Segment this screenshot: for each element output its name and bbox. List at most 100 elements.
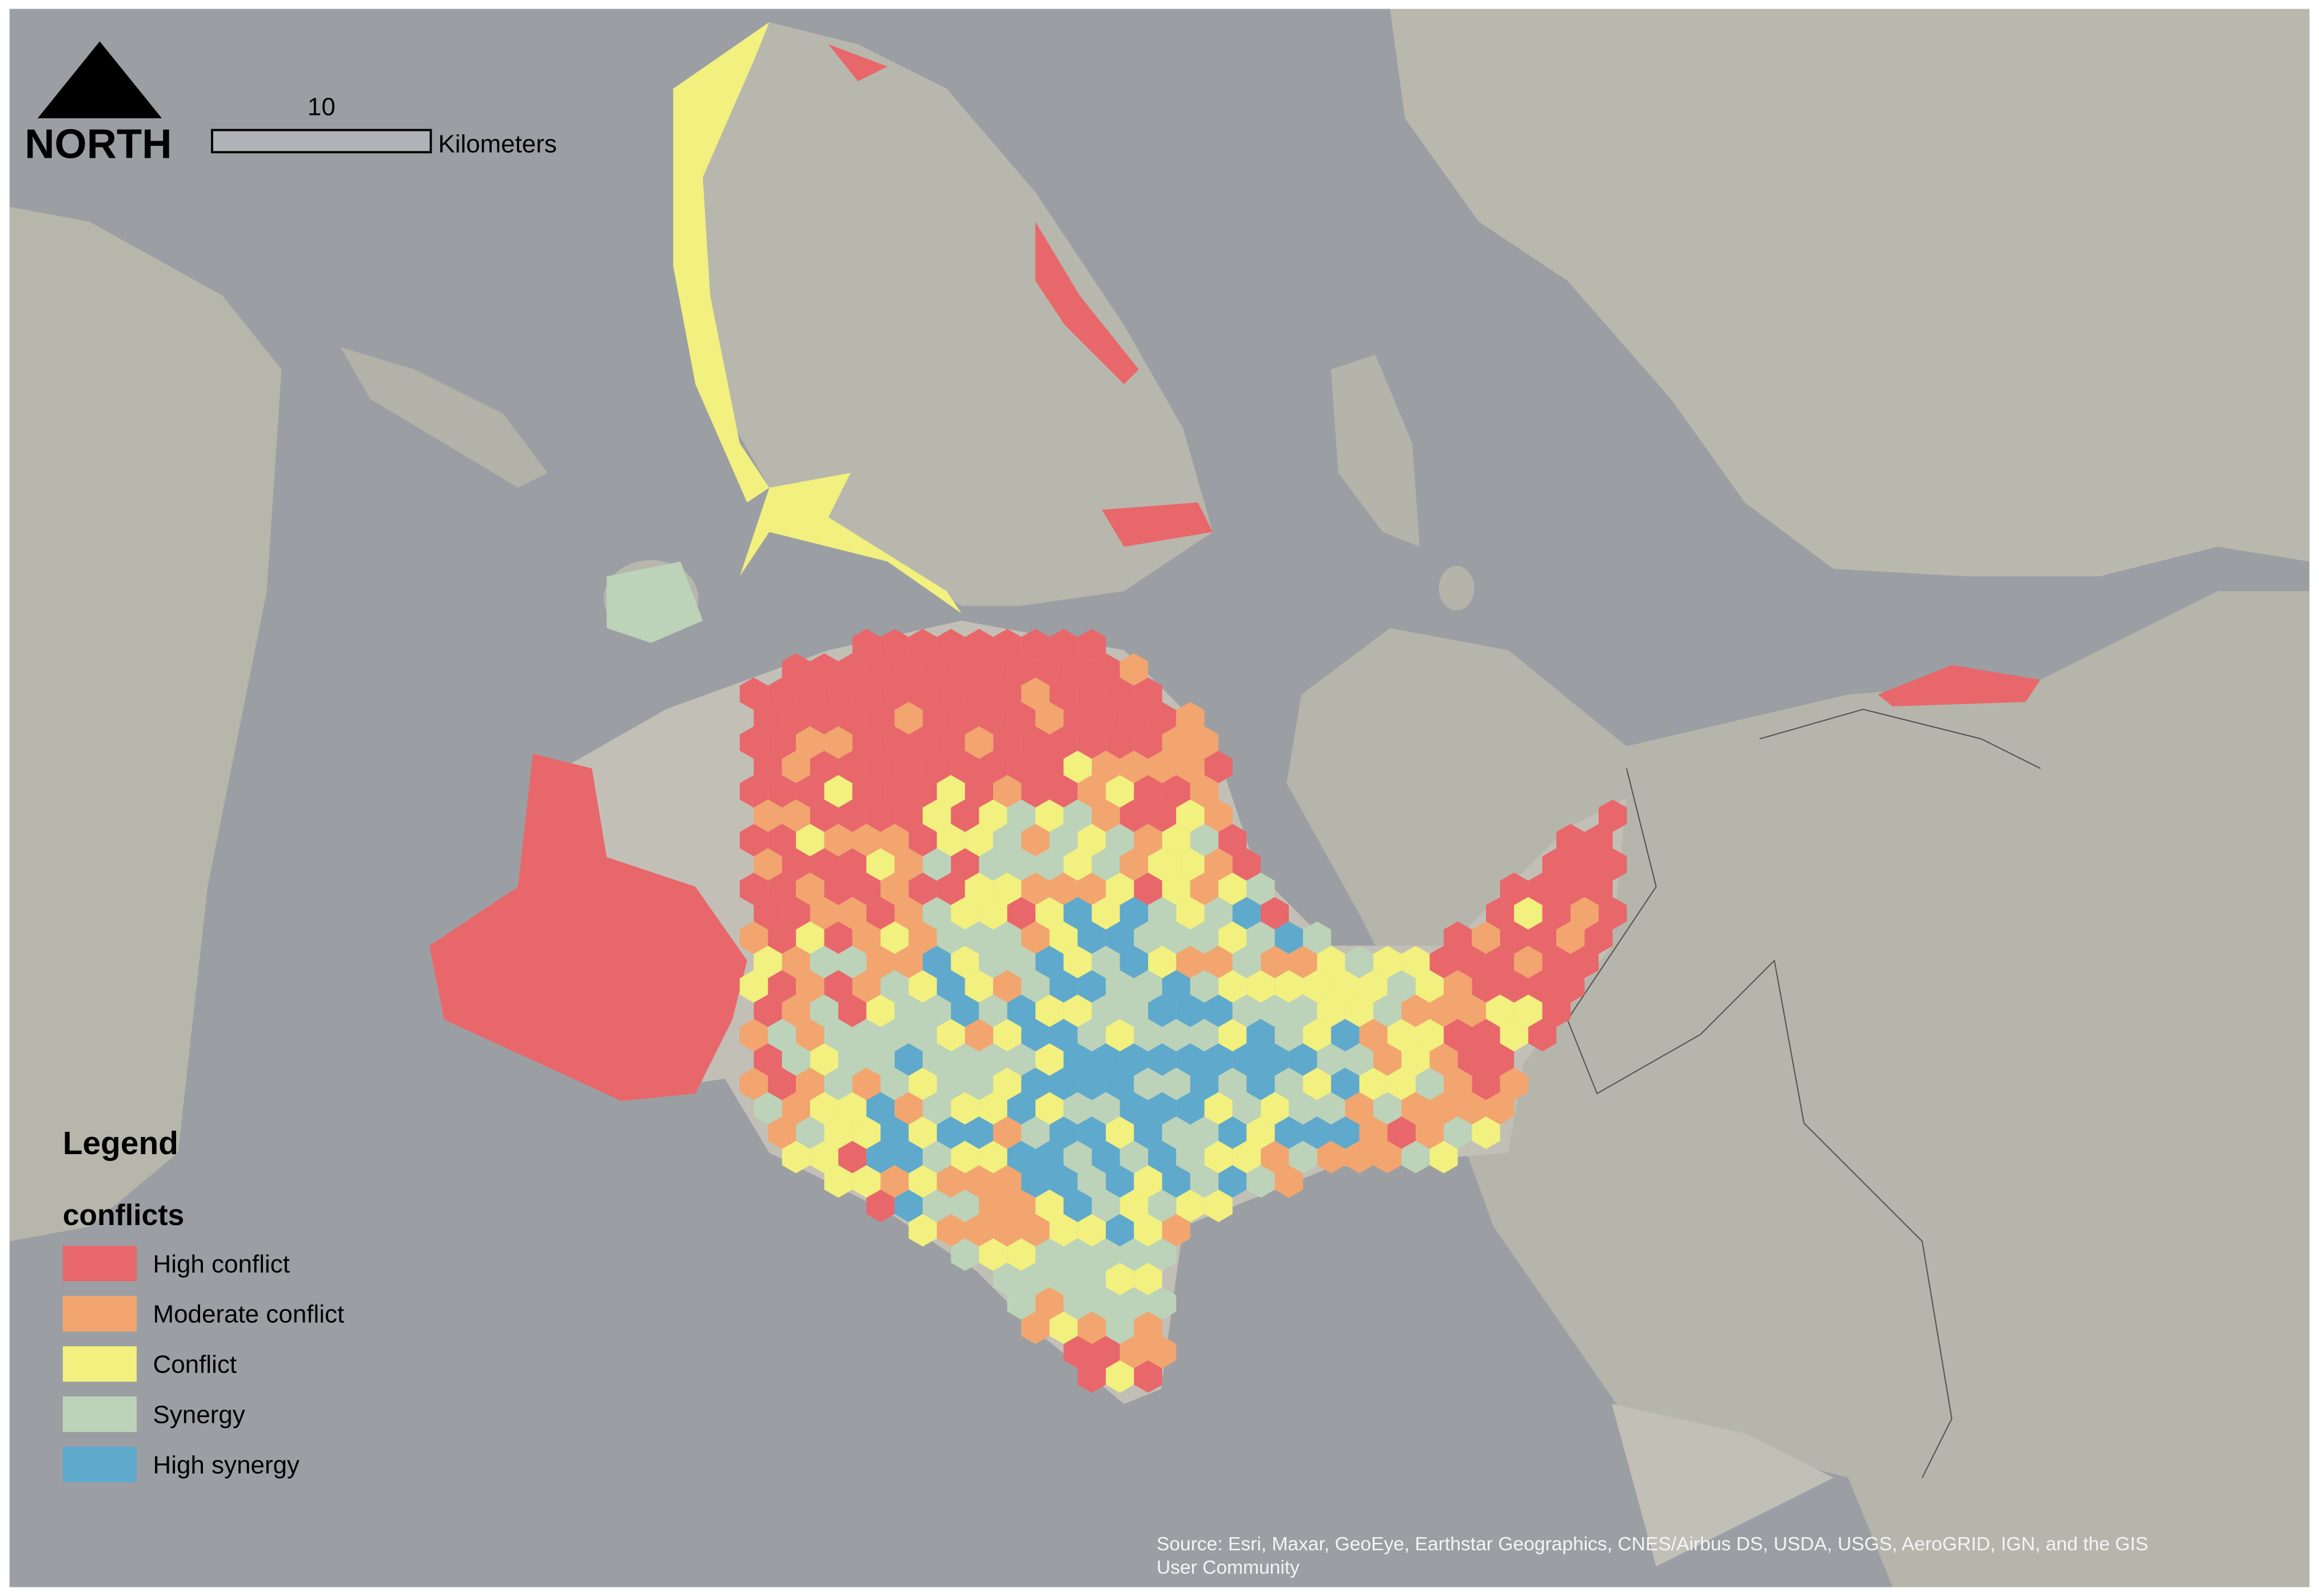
hex-cell bbox=[993, 1165, 1022, 1198]
hex-cell bbox=[880, 1116, 909, 1149]
hex-cell bbox=[1021, 677, 1050, 711]
hex-cell bbox=[1148, 1043, 1177, 1076]
hex-cell bbox=[1106, 1019, 1134, 1052]
hex-cell bbox=[1035, 945, 1064, 979]
hex-cell bbox=[1190, 824, 1219, 857]
hex-cell bbox=[1049, 1263, 1078, 1295]
hex-cell bbox=[922, 751, 951, 784]
hex-cell bbox=[838, 945, 867, 979]
hex-cell bbox=[1387, 1019, 1416, 1052]
hex-cell bbox=[866, 1043, 895, 1076]
hex-cell bbox=[909, 872, 937, 905]
hex-cell bbox=[1049, 1019, 1078, 1052]
hex-cell bbox=[1429, 945, 1458, 979]
hex-cell bbox=[796, 921, 824, 954]
hex-cell bbox=[909, 1214, 937, 1247]
hex-cell bbox=[866, 799, 895, 832]
hex-cell bbox=[1021, 970, 1050, 1003]
hex-cell bbox=[1063, 653, 1092, 686]
hex-cell bbox=[739, 1067, 768, 1100]
hex-cell bbox=[1416, 1019, 1444, 1052]
hex-cell bbox=[1091, 848, 1120, 881]
hex-cell bbox=[1359, 1116, 1388, 1149]
hex-cell bbox=[1106, 1116, 1134, 1149]
hex-cell bbox=[965, 1067, 994, 1100]
hex-cell bbox=[1401, 945, 1430, 979]
hex-cell bbox=[739, 775, 768, 808]
land-northeast bbox=[1390, 9, 2310, 577]
hex-cell bbox=[1401, 1140, 1430, 1174]
hex-cell bbox=[1289, 945, 1317, 979]
hex-cell bbox=[1134, 677, 1162, 711]
hex-cell bbox=[965, 921, 994, 954]
hex-cell bbox=[1134, 1116, 1162, 1149]
hex-cell bbox=[754, 799, 782, 832]
hex-cell bbox=[993, 628, 1022, 661]
hex-cell bbox=[782, 701, 810, 735]
hex-cell bbox=[1063, 897, 1092, 930]
hex-cell bbox=[1148, 701, 1177, 735]
hex-cell bbox=[796, 677, 824, 711]
land-south-east bbox=[1612, 1403, 1834, 1567]
hex-cell bbox=[1444, 921, 1472, 954]
hex-cell bbox=[1176, 848, 1205, 881]
hex-cell bbox=[1204, 994, 1233, 1027]
hex-cell bbox=[824, 1116, 852, 1149]
hex-cell bbox=[1528, 970, 1557, 1003]
hex-cell bbox=[1303, 970, 1332, 1003]
hex-cell bbox=[1542, 897, 1571, 930]
hex-cell bbox=[1176, 945, 1205, 979]
hex-cell bbox=[866, 994, 895, 1027]
hex-cell bbox=[1246, 921, 1275, 954]
legend-swatch bbox=[62, 1446, 137, 1482]
hex-cell bbox=[1021, 726, 1050, 759]
hex-cell bbox=[1246, 970, 1275, 1003]
hex-cell bbox=[1148, 994, 1177, 1027]
hex-cell bbox=[1162, 1214, 1190, 1247]
hex-cell bbox=[951, 1190, 979, 1222]
hex-cell bbox=[1106, 775, 1134, 808]
hex-cell bbox=[951, 848, 979, 881]
hex-cell bbox=[1274, 970, 1304, 1003]
hex-cell bbox=[810, 701, 839, 735]
hex-cell bbox=[1246, 1067, 1275, 1100]
hex-cell bbox=[880, 824, 909, 857]
hex-cell bbox=[979, 653, 1007, 686]
hex-cell bbox=[1514, 945, 1543, 979]
hex-cell bbox=[1007, 653, 1036, 686]
hex-cell bbox=[1007, 945, 1036, 979]
hex-cell bbox=[937, 1067, 965, 1100]
hex-cell bbox=[1514, 994, 1543, 1027]
hex-cell bbox=[1063, 799, 1092, 832]
hex-cell bbox=[1148, 1336, 1177, 1368]
hex-cell bbox=[838, 994, 867, 1027]
hex-cell bbox=[1246, 872, 1275, 905]
boundary bbox=[1759, 708, 2041, 769]
hex-cell bbox=[1035, 1043, 1064, 1076]
hex-cell bbox=[1021, 1165, 1050, 1198]
hex-cell bbox=[1049, 921, 1078, 954]
legend-layer: conflicts bbox=[63, 1198, 185, 1231]
hex-cell bbox=[768, 921, 796, 954]
hex-cell bbox=[1134, 1019, 1162, 1052]
hex-cell bbox=[1542, 945, 1571, 979]
hex-cell bbox=[1134, 1067, 1162, 1100]
hex-cell bbox=[838, 701, 867, 735]
hex-cell bbox=[1119, 701, 1149, 735]
hex-cell bbox=[796, 824, 824, 857]
hex-cell bbox=[1472, 1019, 1500, 1052]
hex-cell bbox=[993, 970, 1022, 1003]
hex-cell bbox=[937, 824, 965, 857]
hex-cell bbox=[1345, 1140, 1374, 1174]
hex-cell bbox=[979, 751, 1007, 784]
hex-cell bbox=[1317, 1140, 1345, 1174]
hex-cell bbox=[1035, 701, 1064, 735]
hex-cell bbox=[1514, 897, 1543, 930]
hex-cell bbox=[824, 970, 852, 1003]
hex-cell bbox=[1162, 726, 1190, 759]
hex-cell bbox=[1373, 994, 1402, 1027]
hex-cell bbox=[1021, 1214, 1050, 1247]
hex-cell bbox=[768, 775, 796, 808]
island bbox=[1439, 566, 1475, 611]
hex-cell bbox=[1134, 1263, 1162, 1295]
